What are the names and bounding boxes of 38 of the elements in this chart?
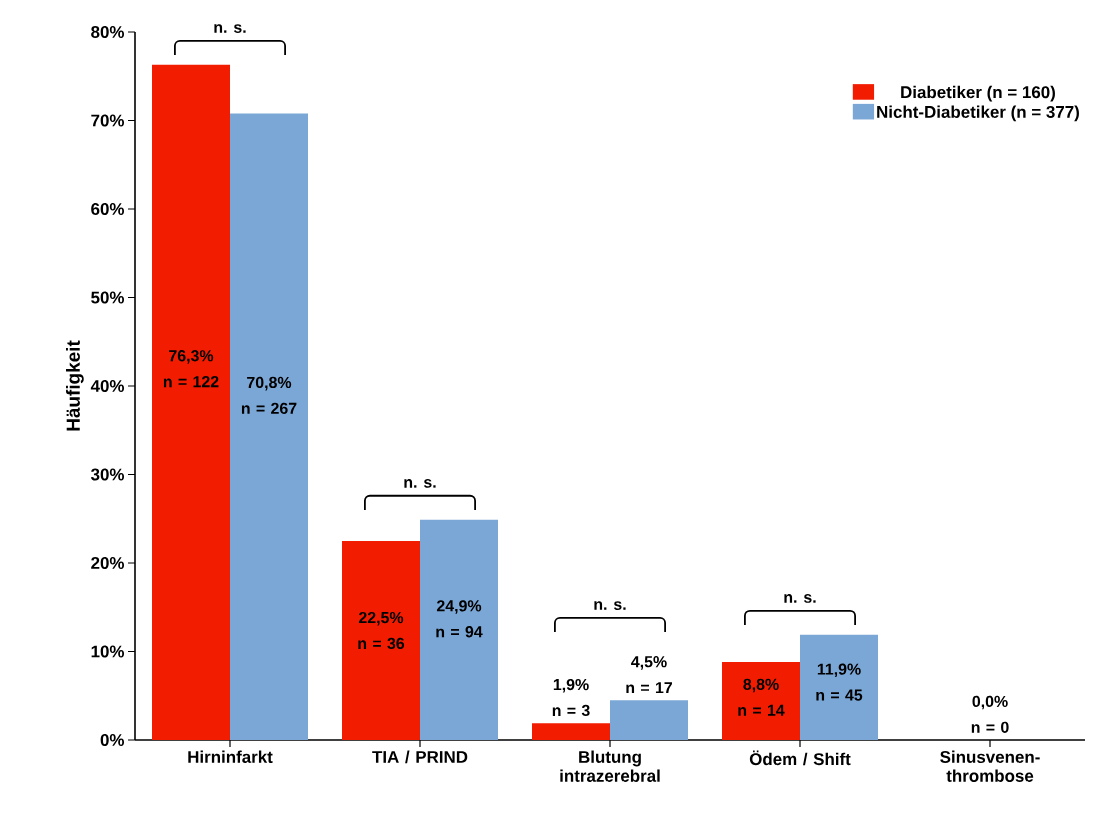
y-tick-label: 40% [90,380,125,392]
x-tick-label: Sinusvenen-thrombose [940,750,1040,782]
data-label: 70,8% n = 267 [241,376,297,414]
bar [800,634,879,740]
y-axis-title: Häufigkeit [66,340,84,431]
legend-label: Nicht-Diabetiker (n = 377) [877,105,1079,122]
data-label: 11,9% n = 45 [816,663,863,701]
data-label: 0,0% n = 0 [971,695,1009,733]
annotation: n. s. [404,479,436,488]
legend-label: Diabetiker (n = 160) [901,85,1055,102]
bar [610,700,688,740]
x-tick-label: Blutung intrazerebral [560,750,660,782]
bar [342,540,420,740]
data-label: 8,8% n = 14 [738,678,785,716]
data-label: 1,9% n = 3 [552,678,590,717]
data-label: 4,5% n = 17 [626,656,672,694]
y-tick-label: 80% [91,26,125,38]
bar [722,662,800,740]
y-tick-label: 60% [91,203,125,215]
y-tick-label: 50% [91,291,125,304]
data-label: 22,5% n = 36 [358,611,405,650]
x-tick-label: TIA / PRIND [372,750,468,764]
annotation: n. s. [784,594,816,603]
bar [152,64,230,740]
y-tick-label: 30% [90,468,125,481]
x-tick-label: Ödem / Shift [749,750,851,766]
bar [230,113,308,740]
bar [532,723,610,740]
data-label: 24,9% n = 94 [436,600,483,638]
y-tick-label: 10% [91,645,125,658]
y-tick-label: 0% [100,734,125,746]
data-label: 76,3% n = 122 [163,350,219,388]
y-tick-label: 70% [91,114,125,127]
annotation: n. s. [214,24,246,33]
y-tick-label: 20% [91,557,125,569]
bar [420,519,498,740]
annotation: n. s. [594,601,626,610]
x-tick-label: Hirninfarkt [188,750,273,763]
